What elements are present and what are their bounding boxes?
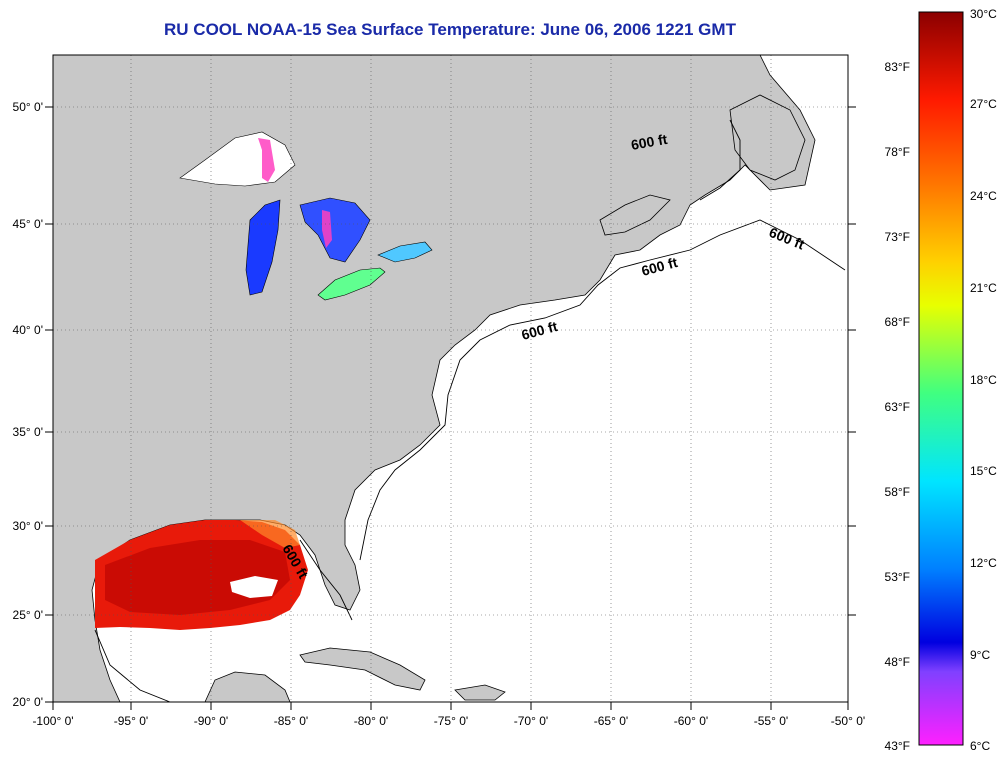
lake-huron	[299, 197, 371, 263]
colorbar-fahrenheit-label: 63°F	[885, 400, 910, 414]
lat-tick-label: 30° 0'	[13, 519, 43, 533]
colorbar-fahrenheit-label: 68°F	[885, 315, 910, 329]
lon-tick-label: -55° 0'	[754, 714, 788, 728]
colorbar-celsius-label: 24°C	[970, 189, 997, 203]
land-nova-scotia	[599, 194, 671, 236]
colorbar-celsius-label: 27°C	[970, 97, 997, 111]
lon-tick-label: -90° 0'	[194, 714, 228, 728]
lat-tick-label: 45° 0'	[13, 217, 43, 231]
colorbar-fahrenheit-label: 78°F	[885, 145, 910, 159]
lon-tick-label: -85° 0'	[274, 714, 308, 728]
map-title: RU COOL NOAA-15 Sea Surface Temperature:…	[164, 20, 736, 39]
colorbar-fahrenheit-label: 53°F	[885, 570, 910, 584]
lake-superior-pink	[258, 138, 275, 182]
gulf-sst-warm-core	[105, 540, 290, 615]
gulf-sst-gap	[230, 576, 278, 598]
contour-label: 600 ft	[630, 131, 669, 153]
colorbar-celsius-label: 18°C	[970, 373, 997, 387]
lon-tick-label: -65° 0'	[594, 714, 628, 728]
lake-ontario	[377, 241, 433, 263]
lon-tick-label: -95° 0'	[114, 714, 148, 728]
lon-tick-label: -100° 0'	[32, 714, 73, 728]
land-cuba	[299, 647, 426, 691]
colorbar-celsius-label: 12°C	[970, 556, 997, 570]
colorbar-celsius-label: 30°C	[970, 7, 997, 21]
lat-tick-label: 40° 0'	[13, 323, 43, 337]
land-yucatan	[204, 671, 291, 702]
lon-tick-label: -50° 0'	[831, 714, 865, 728]
lake-michigan	[245, 199, 281, 296]
colorbar-celsius-label: 21°C	[970, 281, 997, 295]
depth-contour-600ft	[94, 119, 846, 702]
lat-tick-label: 35° 0'	[13, 425, 43, 439]
lon-tick-label: -70° 0'	[514, 714, 548, 728]
colorbar-celsius-label: 6°C	[970, 739, 990, 753]
gulf-sst-orange-coast	[240, 520, 300, 548]
lat-tick-label: 25° 0'	[13, 608, 43, 622]
axis-ticks	[45, 106, 856, 710]
lon-tick-label: -60° 0'	[674, 714, 708, 728]
graticule	[53, 55, 848, 702]
colorbar-fahrenheit-label: 58°F	[885, 485, 910, 499]
lon-tick-label: -80° 0'	[354, 714, 388, 728]
colorbar	[918, 11, 964, 746]
colorbar-fahrenheit-label: 83°F	[885, 60, 910, 74]
colorbar-celsius-label: 15°C	[970, 464, 997, 478]
lat-tick-label: 20° 0'	[13, 695, 43, 709]
colorbar-fahrenheit-label: 48°F	[885, 655, 910, 669]
lake-huron-pink	[322, 210, 332, 248]
lake-erie	[317, 267, 386, 301]
colorbar-fahrenheit-label: 43°F	[885, 739, 910, 753]
lon-tick-label: -75° 0'	[434, 714, 468, 728]
land-hispaniola	[454, 684, 506, 701]
lat-tick-label: 50° 0'	[13, 100, 43, 114]
colorbar-celsius-label: 9°C	[970, 648, 990, 662]
colorbar-fahrenheit-label: 73°F	[885, 230, 910, 244]
